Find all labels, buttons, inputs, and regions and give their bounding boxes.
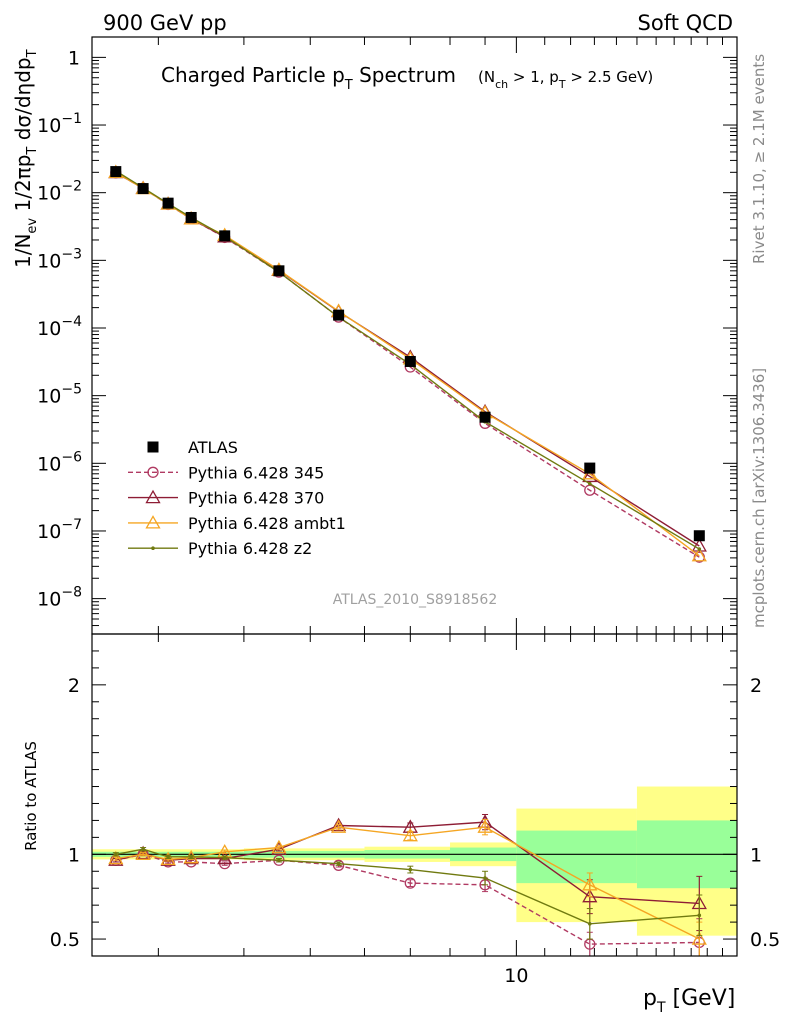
main-point-0-10 xyxy=(693,530,705,542)
ratio-point-3-3 xyxy=(189,855,193,859)
ratio-y-tick-label-right: 2 xyxy=(750,675,762,697)
ratio-y-tick-label-left: 1 xyxy=(68,844,80,866)
main-y-tick-label: 10−6 xyxy=(37,449,82,475)
ratio-y-label: Ratio to ATLAS xyxy=(22,741,40,851)
main-y-tick-label: 10−3 xyxy=(37,246,82,272)
main-y-tick-label: 10−7 xyxy=(37,517,82,543)
rivet-label: Rivet 3.1.10, ≥ 2.1M events xyxy=(750,54,768,264)
ratio-point-2-7 xyxy=(402,827,418,842)
legend-label-0: ATLAS xyxy=(188,438,238,457)
ratio-point-2-6 xyxy=(330,819,347,833)
ratio-point-2-9 xyxy=(582,877,598,891)
main-y-tick-label: 1 xyxy=(68,47,80,69)
ratio-point-3-5 xyxy=(277,858,281,863)
ratio-y-tick-label-left: 2 xyxy=(68,675,80,697)
legend: ATLAS Pythia 6.428 345 Pythia 6.428 370 Pyt… xyxy=(128,438,346,558)
ratio-uncertainty-bands xyxy=(92,786,737,936)
ratio-y-tick-label-right: 0.5 xyxy=(750,929,780,951)
main-plot-data xyxy=(108,164,707,563)
analysis-watermark: ATLAS_2010_S8918562 xyxy=(333,592,498,608)
legend-label-1: Pythia 6.428 345 xyxy=(188,463,324,482)
main-point-0-3 xyxy=(185,211,197,223)
legend-marker-0 xyxy=(147,441,159,453)
main-title: Charged Particle pT Spectrum xyxy=(161,63,456,93)
main-y-tick-label: 10−2 xyxy=(37,179,82,205)
ratio-point-0-6 xyxy=(332,859,345,871)
main-point-0-9 xyxy=(584,462,596,474)
mcplots-label: mcplots.cern.ch [arXiv:1306.3436] xyxy=(750,368,768,628)
ratio-plot-data xyxy=(108,813,707,957)
ratio-point-2-5 xyxy=(271,839,287,854)
legend-label-2: Pythia 6.428 370 xyxy=(188,489,324,508)
axis-ticks: 1 10−1 10−2 10−3 10−4 10−5 10−6 10−7 10−8 0.5 0.5 1… xyxy=(37,36,780,987)
header-right: Soft QCD xyxy=(638,11,733,35)
main-point-0-2 xyxy=(162,197,174,209)
main-point-4-10 xyxy=(697,547,702,551)
ratio-point-3-10 xyxy=(697,913,702,918)
ratio-y-tick-label-right: 1 xyxy=(750,844,762,866)
legend-label-4: Pythia 6.428 z2 xyxy=(188,539,312,558)
legend-marker-2 xyxy=(145,489,161,504)
ratio-point-3-6 xyxy=(336,861,341,866)
ratio-point-2-2 xyxy=(160,851,176,866)
main-point-3-10 xyxy=(691,547,707,562)
main-y-tick-label: 10−8 xyxy=(37,585,82,611)
legend-marker-4 xyxy=(151,546,155,550)
x-axis-label: pT [GeV] xyxy=(643,986,735,1016)
ratio-point-1-6 xyxy=(330,817,347,832)
ratio-point-3-7 xyxy=(408,867,413,872)
ratio-point-3-9 xyxy=(587,922,592,926)
ratio-point-2-10 xyxy=(691,931,707,945)
title-cuts: (Nch > 1, pT > 2.5 GeV) xyxy=(478,68,653,91)
main-point-2-10 xyxy=(691,538,707,552)
main-y-tick-label: 10−4 xyxy=(37,314,82,340)
ratio-point-3-1 xyxy=(141,847,145,852)
ratio-point-2-0 xyxy=(108,850,124,865)
header-left: 900 GeV pp xyxy=(103,11,227,35)
main-point-0-0 xyxy=(110,166,122,178)
legend-marker-3 xyxy=(145,515,161,529)
ratio-point-3-0 xyxy=(114,852,118,857)
ratio-point-2-1 xyxy=(135,846,151,860)
ratio-point-1-0 xyxy=(108,852,124,866)
ratio-point-3-8 xyxy=(483,876,487,880)
ratio-point-1-9 xyxy=(582,888,598,903)
legend-label-3: Pythia 6.428 ambt1 xyxy=(188,514,346,533)
main-point-0-5 xyxy=(273,265,285,277)
legend-marker-1 xyxy=(147,466,159,478)
main-point-0-4 xyxy=(219,230,231,242)
main-point-0-6 xyxy=(333,309,345,321)
band-inner-4 xyxy=(516,830,637,884)
ratio-point-3-2 xyxy=(166,855,170,859)
main-point-0-8 xyxy=(479,411,491,423)
main-point-0-7 xyxy=(404,355,416,367)
main-y-tick-label: 10−5 xyxy=(37,382,82,408)
main-y-tick-label: 10−1 xyxy=(37,111,82,137)
ratio-point-0-7 xyxy=(404,877,416,889)
x-tick-label: 10 xyxy=(504,965,528,987)
ratio-point-2-8 xyxy=(477,819,493,833)
ratio-point-3-4 xyxy=(222,855,227,860)
main-point-0-1 xyxy=(137,183,149,195)
ratio-plot-frame xyxy=(91,633,738,957)
main-y-label: 1/Nev 1/2πpT dσ/dηdpT xyxy=(11,49,40,268)
main-point-4-9 xyxy=(587,481,592,486)
ratio-y-tick-label-left: 0.5 xyxy=(50,929,80,951)
